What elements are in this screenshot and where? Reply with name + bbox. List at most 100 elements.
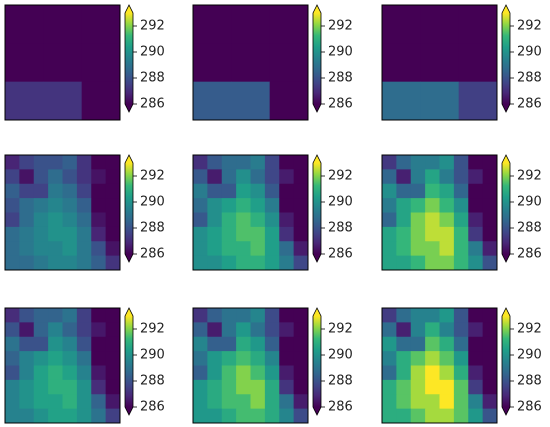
heatmap-cell bbox=[396, 394, 412, 410]
colorbar-extend-bottom bbox=[313, 254, 321, 262]
heatmap-cell bbox=[279, 408, 295, 424]
heatmap-cell bbox=[482, 155, 498, 170]
heatmap-cell bbox=[425, 308, 440, 323]
colorbar-tick-label: 288 bbox=[517, 374, 542, 389]
heatmap-cell bbox=[231, 5, 271, 44]
colorbar-tick-label: 288 bbox=[140, 71, 165, 86]
heatmap-cell bbox=[293, 183, 309, 199]
heatmap-cell bbox=[91, 408, 107, 424]
heatmap-cell bbox=[264, 155, 280, 170]
heatmap-cell bbox=[382, 408, 397, 424]
heatmap-cell bbox=[19, 212, 35, 228]
heatmap-cell bbox=[453, 241, 469, 257]
heatmap-cell bbox=[48, 255, 63, 271]
colorbar-extend-bottom bbox=[125, 254, 133, 262]
heatmap-cell bbox=[221, 365, 237, 381]
heatmap-cell bbox=[221, 351, 237, 366]
heatmap-cell bbox=[236, 322, 251, 338]
heatmap-cell bbox=[439, 308, 455, 323]
heatmap-cell bbox=[250, 198, 266, 213]
heatmap-cell bbox=[410, 365, 426, 381]
heatmap-cell bbox=[62, 226, 78, 242]
heatmap-cell bbox=[62, 255, 78, 271]
heatmap-cell bbox=[207, 351, 223, 366]
heatmap-cell bbox=[76, 308, 92, 323]
heatmap-cell bbox=[48, 155, 63, 170]
heatmap-cell bbox=[33, 308, 49, 323]
heatmap-cell bbox=[207, 408, 223, 424]
heatmap-cell bbox=[439, 322, 455, 338]
heatmap-cell bbox=[207, 212, 223, 228]
heatmap-cell bbox=[264, 198, 280, 213]
heatmap-cell bbox=[91, 394, 107, 410]
heatmap-cell bbox=[482, 351, 498, 366]
heatmap-cell bbox=[62, 322, 78, 338]
heatmap-cell bbox=[33, 379, 49, 395]
heatmap-cell bbox=[193, 226, 208, 242]
heatmap-cell bbox=[5, 394, 20, 410]
heatmap-cell bbox=[382, 241, 397, 257]
colorbar-tick-label: 292 bbox=[328, 19, 353, 34]
heatmap-cell bbox=[382, 155, 397, 170]
heatmap-cell bbox=[236, 212, 251, 228]
heatmap-cell bbox=[293, 394, 309, 410]
heatmap-cell bbox=[279, 226, 295, 242]
colorbar-tick-label: 286 bbox=[328, 247, 353, 262]
heatmap-cell bbox=[207, 241, 223, 257]
heatmap-cell bbox=[439, 226, 455, 242]
heatmap-cell bbox=[264, 226, 280, 242]
heatmap-cell bbox=[250, 226, 266, 242]
heatmap-cell bbox=[425, 322, 440, 338]
heatmap-cell bbox=[236, 183, 251, 199]
heatmap-cell bbox=[5, 226, 20, 242]
colorbar-tick-label: 292 bbox=[140, 322, 165, 337]
heatmap-cell bbox=[207, 322, 223, 338]
heatmap-cell bbox=[76, 226, 92, 242]
heatmap-cell bbox=[236, 336, 251, 352]
heatmap-cell bbox=[48, 394, 63, 410]
heatmap-cell bbox=[396, 255, 412, 271]
heatmap-cell bbox=[293, 212, 309, 228]
heatmap-cell bbox=[33, 226, 49, 242]
heatmap-cell bbox=[264, 336, 280, 352]
heatmap-cell bbox=[250, 379, 266, 395]
colorbar-extend-top bbox=[313, 5, 321, 13]
heatmap-cell bbox=[62, 212, 78, 228]
heatmap-cell bbox=[382, 336, 397, 352]
heatmap-cell bbox=[91, 155, 107, 170]
colorbar-extend-bottom bbox=[502, 104, 510, 112]
colorbar bbox=[125, 316, 133, 407]
heatmap-cell bbox=[193, 351, 208, 366]
heatmap-cell bbox=[33, 183, 49, 199]
heatmap-cell bbox=[76, 255, 92, 271]
heatmap-cell bbox=[439, 351, 455, 366]
heatmap-cell bbox=[453, 198, 469, 213]
heatmap-cell bbox=[62, 365, 78, 381]
heatmap-cell bbox=[453, 308, 469, 323]
colorbar-tick-label: 290 bbox=[517, 45, 542, 60]
heatmap-cell bbox=[62, 408, 78, 424]
heatmap-cell bbox=[19, 226, 35, 242]
heatmap-cell bbox=[264, 183, 280, 199]
heatmap-cell bbox=[207, 255, 223, 271]
heatmap-cell bbox=[81, 43, 121, 83]
heatmap-cell bbox=[231, 81, 271, 121]
heatmap-cell bbox=[193, 365, 208, 381]
heatmap-cell bbox=[396, 155, 412, 170]
plot-frame bbox=[4, 4, 121, 121]
heatmap-cell bbox=[250, 255, 266, 271]
colorbar-tick-label: 290 bbox=[140, 195, 165, 210]
colorbar bbox=[313, 13, 321, 104]
heatmap-cell bbox=[382, 308, 397, 323]
heatmap-cell bbox=[236, 394, 251, 410]
heatmap-cell bbox=[91, 379, 107, 395]
colorbar-extend-top bbox=[125, 155, 133, 163]
heatmap-cell bbox=[279, 198, 295, 213]
heatmap-cell bbox=[482, 394, 498, 410]
heatmap-cell bbox=[468, 169, 484, 185]
plot-frame bbox=[381, 154, 498, 271]
heatmap-cell bbox=[5, 183, 20, 199]
heatmap-cell bbox=[250, 308, 266, 323]
heatmap-cell bbox=[468, 241, 484, 257]
heatmap-cell bbox=[231, 43, 271, 83]
